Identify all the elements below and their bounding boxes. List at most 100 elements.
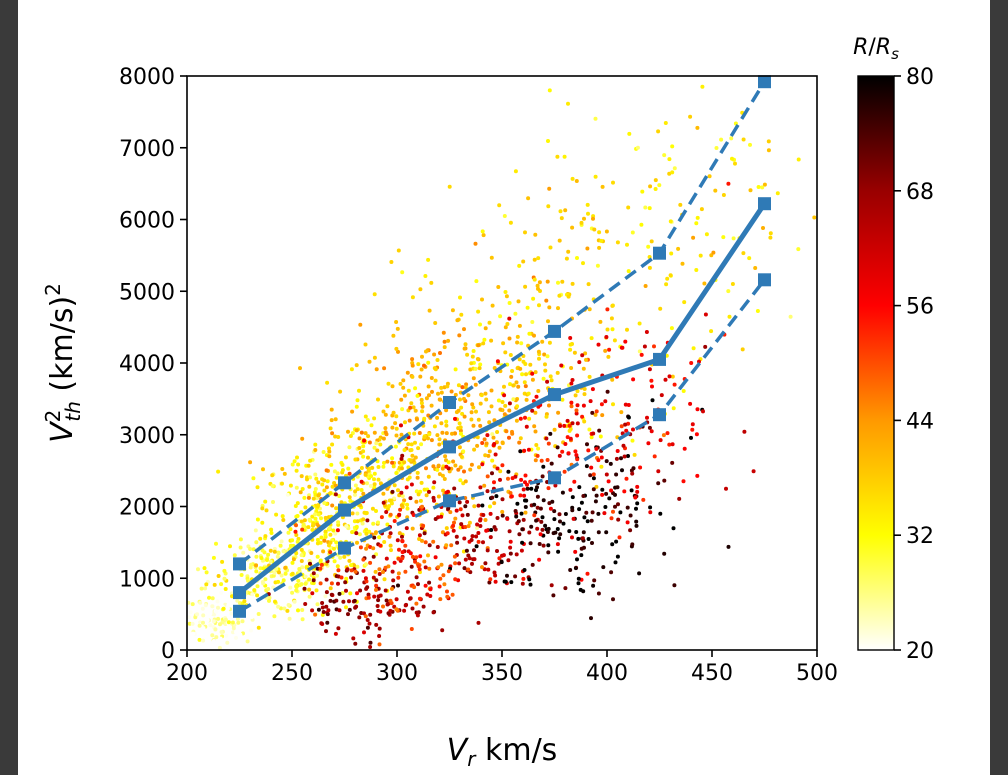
scatter-point: [365, 585, 370, 590]
scatter-point: [637, 349, 642, 354]
y-tick-label: 4000: [119, 352, 175, 377]
scatter-point: [400, 550, 405, 555]
scatter-point: [399, 423, 403, 428]
scatter-point: [426, 553, 430, 558]
scatter-point: [703, 344, 708, 349]
scatter-point: [549, 583, 554, 588]
scatter-point: [565, 418, 570, 423]
scatter-point: [586, 282, 591, 287]
scatter-point: [468, 367, 473, 372]
scatter-point: [709, 329, 714, 334]
scatter-point: [570, 495, 575, 500]
scatter-point: [211, 619, 216, 624]
scatter-point: [456, 383, 461, 388]
scatter-point: [562, 469, 567, 474]
scatter-point: [515, 501, 520, 506]
scatter-point: [280, 481, 284, 486]
scatter-point: [336, 520, 341, 525]
scatter-point: [365, 618, 370, 622]
scatter-point: [537, 542, 542, 546]
scatter-point: [562, 154, 567, 159]
scatter-point: [330, 484, 335, 489]
scatter-point: [313, 492, 318, 497]
scatter-point: [213, 627, 218, 632]
scatter-point: [476, 417, 481, 422]
scatter-point: [713, 188, 718, 193]
scatter-point: [303, 602, 308, 606]
scatter-point: [429, 280, 434, 285]
scatter-point: [532, 333, 536, 338]
scatter-point: [419, 442, 424, 447]
scatter-point: [315, 541, 320, 546]
scatter-point: [471, 423, 476, 428]
scatter-point: [353, 489, 358, 494]
scatter-point: [463, 479, 468, 484]
scatter-point: [502, 579, 507, 584]
scatter-point: [384, 556, 389, 561]
scatter-point: [344, 524, 349, 529]
scatter-point: [448, 510, 453, 515]
scatter-point: [387, 534, 392, 539]
scatter-point: [689, 361, 694, 365]
scatter-point: [667, 442, 672, 447]
scatter-point: [667, 374, 672, 379]
scatter-point: [591, 583, 596, 588]
scatter-point: [244, 530, 249, 535]
scatter-point: [661, 433, 666, 438]
scatter-point: [726, 544, 731, 549]
scatter-point: [647, 206, 652, 211]
scatter-point: [298, 490, 303, 495]
scatter-point: [413, 386, 418, 391]
scatter-point: [487, 580, 492, 585]
scatter-point: [416, 446, 421, 451]
scatter-point: [195, 612, 200, 617]
scatter-point: [508, 539, 513, 544]
scatter-point: [656, 481, 661, 486]
scatter-point: [485, 489, 490, 494]
scatter-point: [447, 184, 452, 189]
scatter-point: [659, 393, 664, 398]
scatter-point: [299, 553, 304, 558]
scatter-point: [459, 405, 464, 410]
scatter-point: [482, 437, 487, 442]
scatter-point: [681, 479, 686, 484]
scatter-point: [378, 481, 383, 486]
colorbar-tick-label: 44: [906, 409, 934, 434]
scatter-point: [530, 377, 535, 382]
scatter-point: [513, 169, 518, 174]
scatter-point: [258, 536, 263, 541]
scatter-point: [603, 505, 608, 509]
series-marker: [548, 388, 561, 402]
scatter-point: [216, 616, 221, 621]
series-marker: [233, 557, 246, 571]
scatter-point: [440, 430, 445, 435]
scatter-point: [367, 621, 372, 626]
scatter-point: [615, 449, 620, 453]
scatter-point: [437, 442, 442, 447]
scatter-point: [593, 412, 598, 417]
scatter-point: [668, 219, 673, 224]
scatter-point: [372, 535, 377, 540]
scatter-point: [364, 579, 369, 584]
scatter-point: [440, 628, 445, 633]
scatter-point: [415, 417, 419, 422]
scatter-point: [502, 384, 506, 389]
scatter-point: [264, 508, 269, 513]
scatter-point: [541, 543, 546, 548]
scatter-point: [444, 464, 449, 469]
scatter-point: [197, 623, 202, 628]
scatter-point: [392, 483, 397, 488]
scatter-point: [310, 608, 315, 613]
scatter-point: [399, 397, 404, 402]
scatter-point: [570, 176, 575, 181]
scatter-point: [420, 538, 424, 543]
scatter-point: [640, 189, 645, 194]
scatter-point: [671, 526, 676, 531]
scatter-point: [699, 207, 704, 212]
scatter-point: [424, 466, 428, 471]
scatter-point: [590, 387, 595, 392]
scatter-point: [263, 534, 268, 539]
scatter-point: [545, 530, 550, 534]
scatter-point: [622, 489, 627, 494]
scatter-point: [670, 144, 675, 149]
